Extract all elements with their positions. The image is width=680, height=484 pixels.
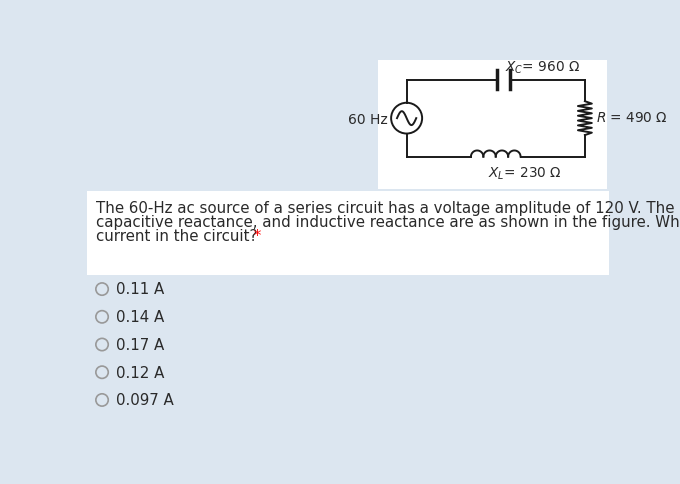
Text: 0.14 A: 0.14 A	[116, 310, 165, 325]
Text: The 60-Hz ac source of a series circuit has a voltage amplitude of 120 V. The re: The 60-Hz ac source of a series circuit …	[96, 201, 680, 216]
Text: 0.097 A: 0.097 A	[116, 393, 174, 408]
Text: current in the circuit?: current in the circuit?	[96, 229, 257, 244]
FancyBboxPatch shape	[378, 60, 607, 189]
Text: 0.17 A: 0.17 A	[116, 338, 165, 353]
Text: $X_L$= 230 Ω: $X_L$= 230 Ω	[488, 166, 562, 182]
FancyBboxPatch shape	[86, 191, 609, 275]
Text: 0.12 A: 0.12 A	[116, 365, 165, 380]
Text: $R$ = 490 Ω: $R$ = 490 Ω	[596, 111, 668, 125]
Text: capacitive reactance, and inductive reactance are as shown in the figure. What i: capacitive reactance, and inductive reac…	[96, 215, 680, 230]
Text: $X_C$= 960 Ω: $X_C$= 960 Ω	[505, 59, 580, 76]
Text: *: *	[250, 229, 262, 244]
Text: 60 Hz: 60 Hz	[348, 113, 388, 127]
Text: 0.11 A: 0.11 A	[116, 282, 165, 297]
